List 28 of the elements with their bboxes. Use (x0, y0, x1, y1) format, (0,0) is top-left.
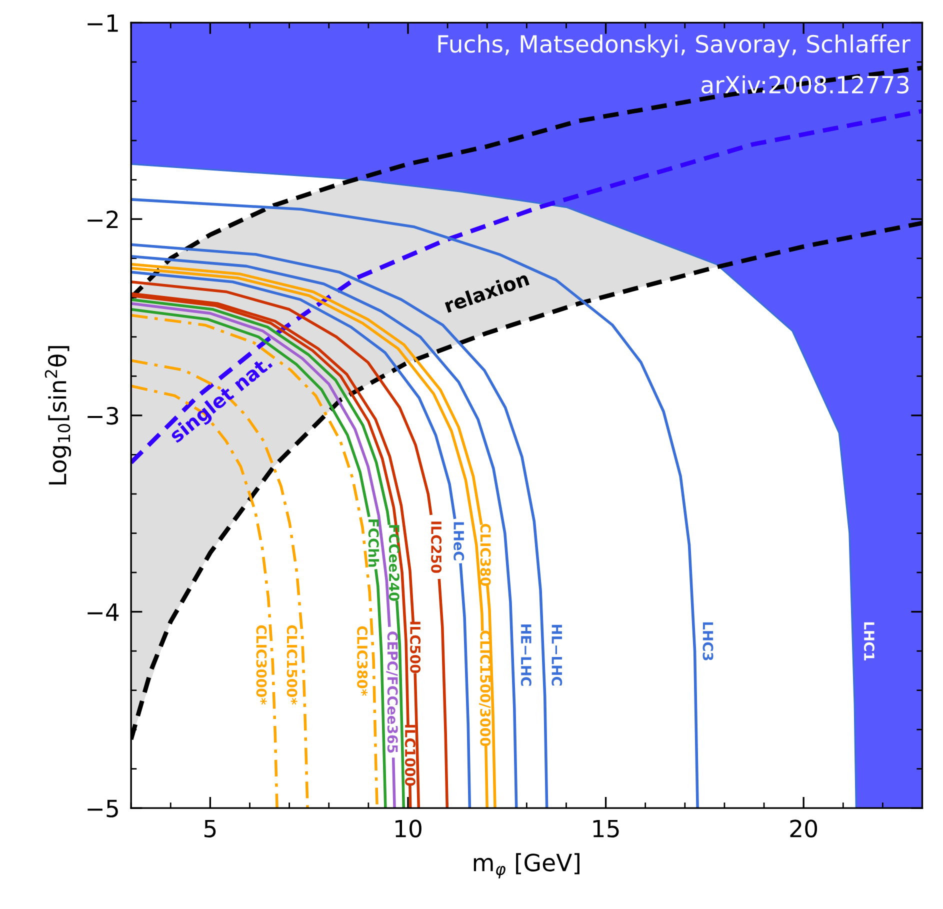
series-label: LHC1 (864, 622, 874, 660)
text: HL−LHC (552, 624, 562, 686)
x-tick-label: 15 (593, 820, 619, 838)
text: CEPC/FCCee365 (386, 632, 398, 753)
text: FCCee240 (388, 525, 400, 601)
text: CLIC380* (357, 626, 368, 696)
text: ILC250 (431, 522, 442, 573)
annotation: Fuchs, Matsedonskyi, Savoray, Schlaffer (438, 34, 910, 58)
y-tick-label: −2 (88, 210, 118, 228)
x-tick-label: 5 (204, 820, 216, 838)
text: FCChh (368, 519, 380, 567)
text: LHC3 (702, 622, 714, 660)
y-tick-label: −1 (88, 14, 118, 32)
text: ILC1000 (404, 724, 416, 786)
text: CLIC1500/3000 (479, 630, 491, 746)
y-tick-label: −3 (88, 406, 118, 425)
y-axis-title: Log$_{10}$[sin$^{2}$θ] (44, 346, 72, 484)
y-tick-label: −4 (88, 604, 119, 621)
x-tick-label: 10 (396, 820, 422, 838)
x-axis-title: m$_{φ}$ [GeV] (474, 853, 580, 878)
y-tick-label: −5 (88, 800, 118, 818)
text: CLIC380 (480, 524, 491, 586)
text: ILC500 (410, 622, 421, 674)
text: CLIC3000* (256, 625, 267, 705)
x-tick-label: 20 (790, 820, 818, 838)
text: HE−LHC (520, 624, 532, 686)
text: CLIC1500* (286, 625, 298, 705)
text: LHeC (454, 522, 464, 560)
